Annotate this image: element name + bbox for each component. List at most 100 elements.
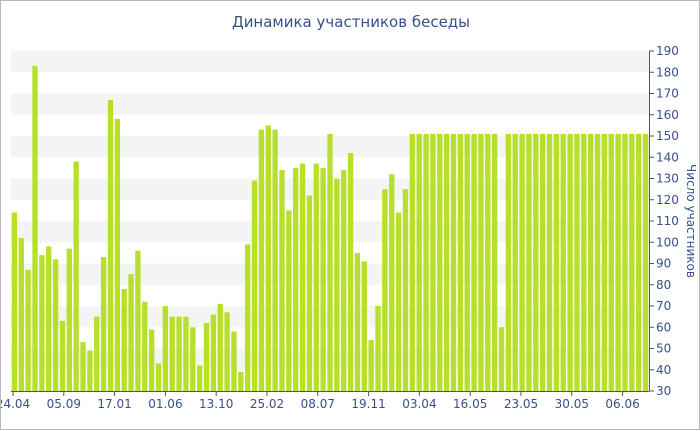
bar bbox=[354, 252, 361, 392]
bar bbox=[491, 133, 498, 392]
bar bbox=[162, 306, 169, 391]
bar bbox=[594, 133, 601, 392]
bar bbox=[80, 342, 86, 392]
bar bbox=[478, 133, 484, 392]
bar bbox=[636, 133, 642, 392]
bar bbox=[107, 99, 114, 392]
bar bbox=[567, 133, 573, 392]
bar-series bbox=[11, 65, 649, 392]
y-tick-label: 100 bbox=[656, 235, 679, 249]
bar bbox=[18, 238, 24, 391]
bar bbox=[66, 248, 72, 392]
y-tick-label: 150 bbox=[656, 129, 679, 143]
bar bbox=[121, 289, 127, 391]
bar bbox=[560, 133, 566, 392]
bar bbox=[464, 133, 470, 392]
bar bbox=[341, 170, 347, 391]
y-tick-label: 180 bbox=[656, 65, 679, 79]
bar bbox=[142, 301, 148, 391]
bar bbox=[11, 212, 18, 391]
bar bbox=[25, 269, 31, 392]
y-tick-label: 90 bbox=[656, 257, 671, 271]
bar bbox=[437, 133, 443, 392]
bar bbox=[286, 210, 292, 392]
bar bbox=[485, 133, 491, 392]
bar bbox=[135, 250, 141, 391]
bar bbox=[279, 170, 285, 391]
bar bbox=[402, 189, 409, 392]
bar bbox=[409, 133, 415, 392]
bar bbox=[217, 303, 223, 392]
x-tick-label: 13.10 bbox=[199, 397, 233, 411]
x-tick-label: 25.02 bbox=[250, 397, 284, 411]
bar bbox=[265, 125, 271, 392]
bar bbox=[608, 133, 614, 392]
bar bbox=[629, 133, 635, 392]
bar bbox=[382, 189, 388, 392]
bar bbox=[574, 133, 580, 392]
bar bbox=[327, 133, 333, 392]
x-tick-label: 03.04 bbox=[402, 397, 436, 411]
bar bbox=[320, 167, 326, 392]
bar bbox=[519, 133, 525, 392]
bar bbox=[52, 259, 59, 391]
bar bbox=[622, 133, 628, 392]
y-tick-label: 50 bbox=[656, 342, 671, 356]
bar bbox=[224, 312, 230, 392]
y-tick-label: 160 bbox=[656, 108, 679, 122]
bar bbox=[443, 133, 450, 392]
bar bbox=[46, 246, 52, 391]
bar bbox=[375, 306, 381, 391]
bar bbox=[368, 340, 374, 391]
bar bbox=[231, 331, 237, 391]
chart-title: Динамика участников беседы bbox=[231, 13, 471, 31]
y-tick-label: 80 bbox=[656, 278, 671, 292]
x-tick-label: 19.11 bbox=[351, 397, 385, 411]
bar bbox=[272, 129, 278, 392]
x-tick-label: 30.05 bbox=[555, 397, 589, 411]
bar bbox=[505, 133, 512, 392]
bar bbox=[395, 212, 402, 391]
bar bbox=[423, 133, 429, 392]
bar bbox=[361, 261, 367, 392]
x-tick-label: 01.06 bbox=[148, 397, 182, 411]
bar bbox=[526, 133, 532, 392]
x-tick-label: 08.07 bbox=[301, 397, 335, 411]
bar bbox=[546, 133, 553, 392]
y-tick-label: 70 bbox=[656, 299, 671, 313]
bar bbox=[389, 174, 395, 391]
bar bbox=[59, 320, 66, 392]
x-tick-label: 16.05 bbox=[453, 397, 487, 411]
bar bbox=[512, 133, 518, 392]
bar bbox=[87, 350, 93, 392]
bar bbox=[539, 133, 546, 392]
bar bbox=[306, 195, 313, 391]
bar bbox=[450, 133, 457, 392]
y-axis-title: Число участников bbox=[684, 164, 698, 278]
bar bbox=[210, 314, 217, 391]
bar bbox=[258, 129, 265, 392]
bar bbox=[203, 323, 210, 391]
bar bbox=[313, 163, 319, 391]
bar bbox=[251, 180, 258, 392]
bar bbox=[196, 365, 203, 391]
bar bbox=[581, 133, 587, 392]
y-tick-label: 190 bbox=[656, 44, 679, 58]
bar bbox=[293, 167, 299, 392]
bar bbox=[347, 153, 354, 391]
y-tick-label: 170 bbox=[656, 87, 679, 101]
bar bbox=[73, 161, 79, 391]
y-tick-label: 120 bbox=[656, 193, 679, 207]
bar bbox=[553, 133, 560, 392]
bar bbox=[39, 255, 45, 391]
y-tick-label: 110 bbox=[656, 214, 679, 228]
bar bbox=[416, 133, 422, 392]
bar bbox=[94, 316, 100, 392]
x-tick-label: 24.04 bbox=[1, 397, 30, 411]
bar bbox=[588, 133, 594, 392]
grid-band bbox=[11, 51, 649, 73]
grid-band bbox=[11, 93, 649, 115]
bar bbox=[190, 327, 196, 391]
